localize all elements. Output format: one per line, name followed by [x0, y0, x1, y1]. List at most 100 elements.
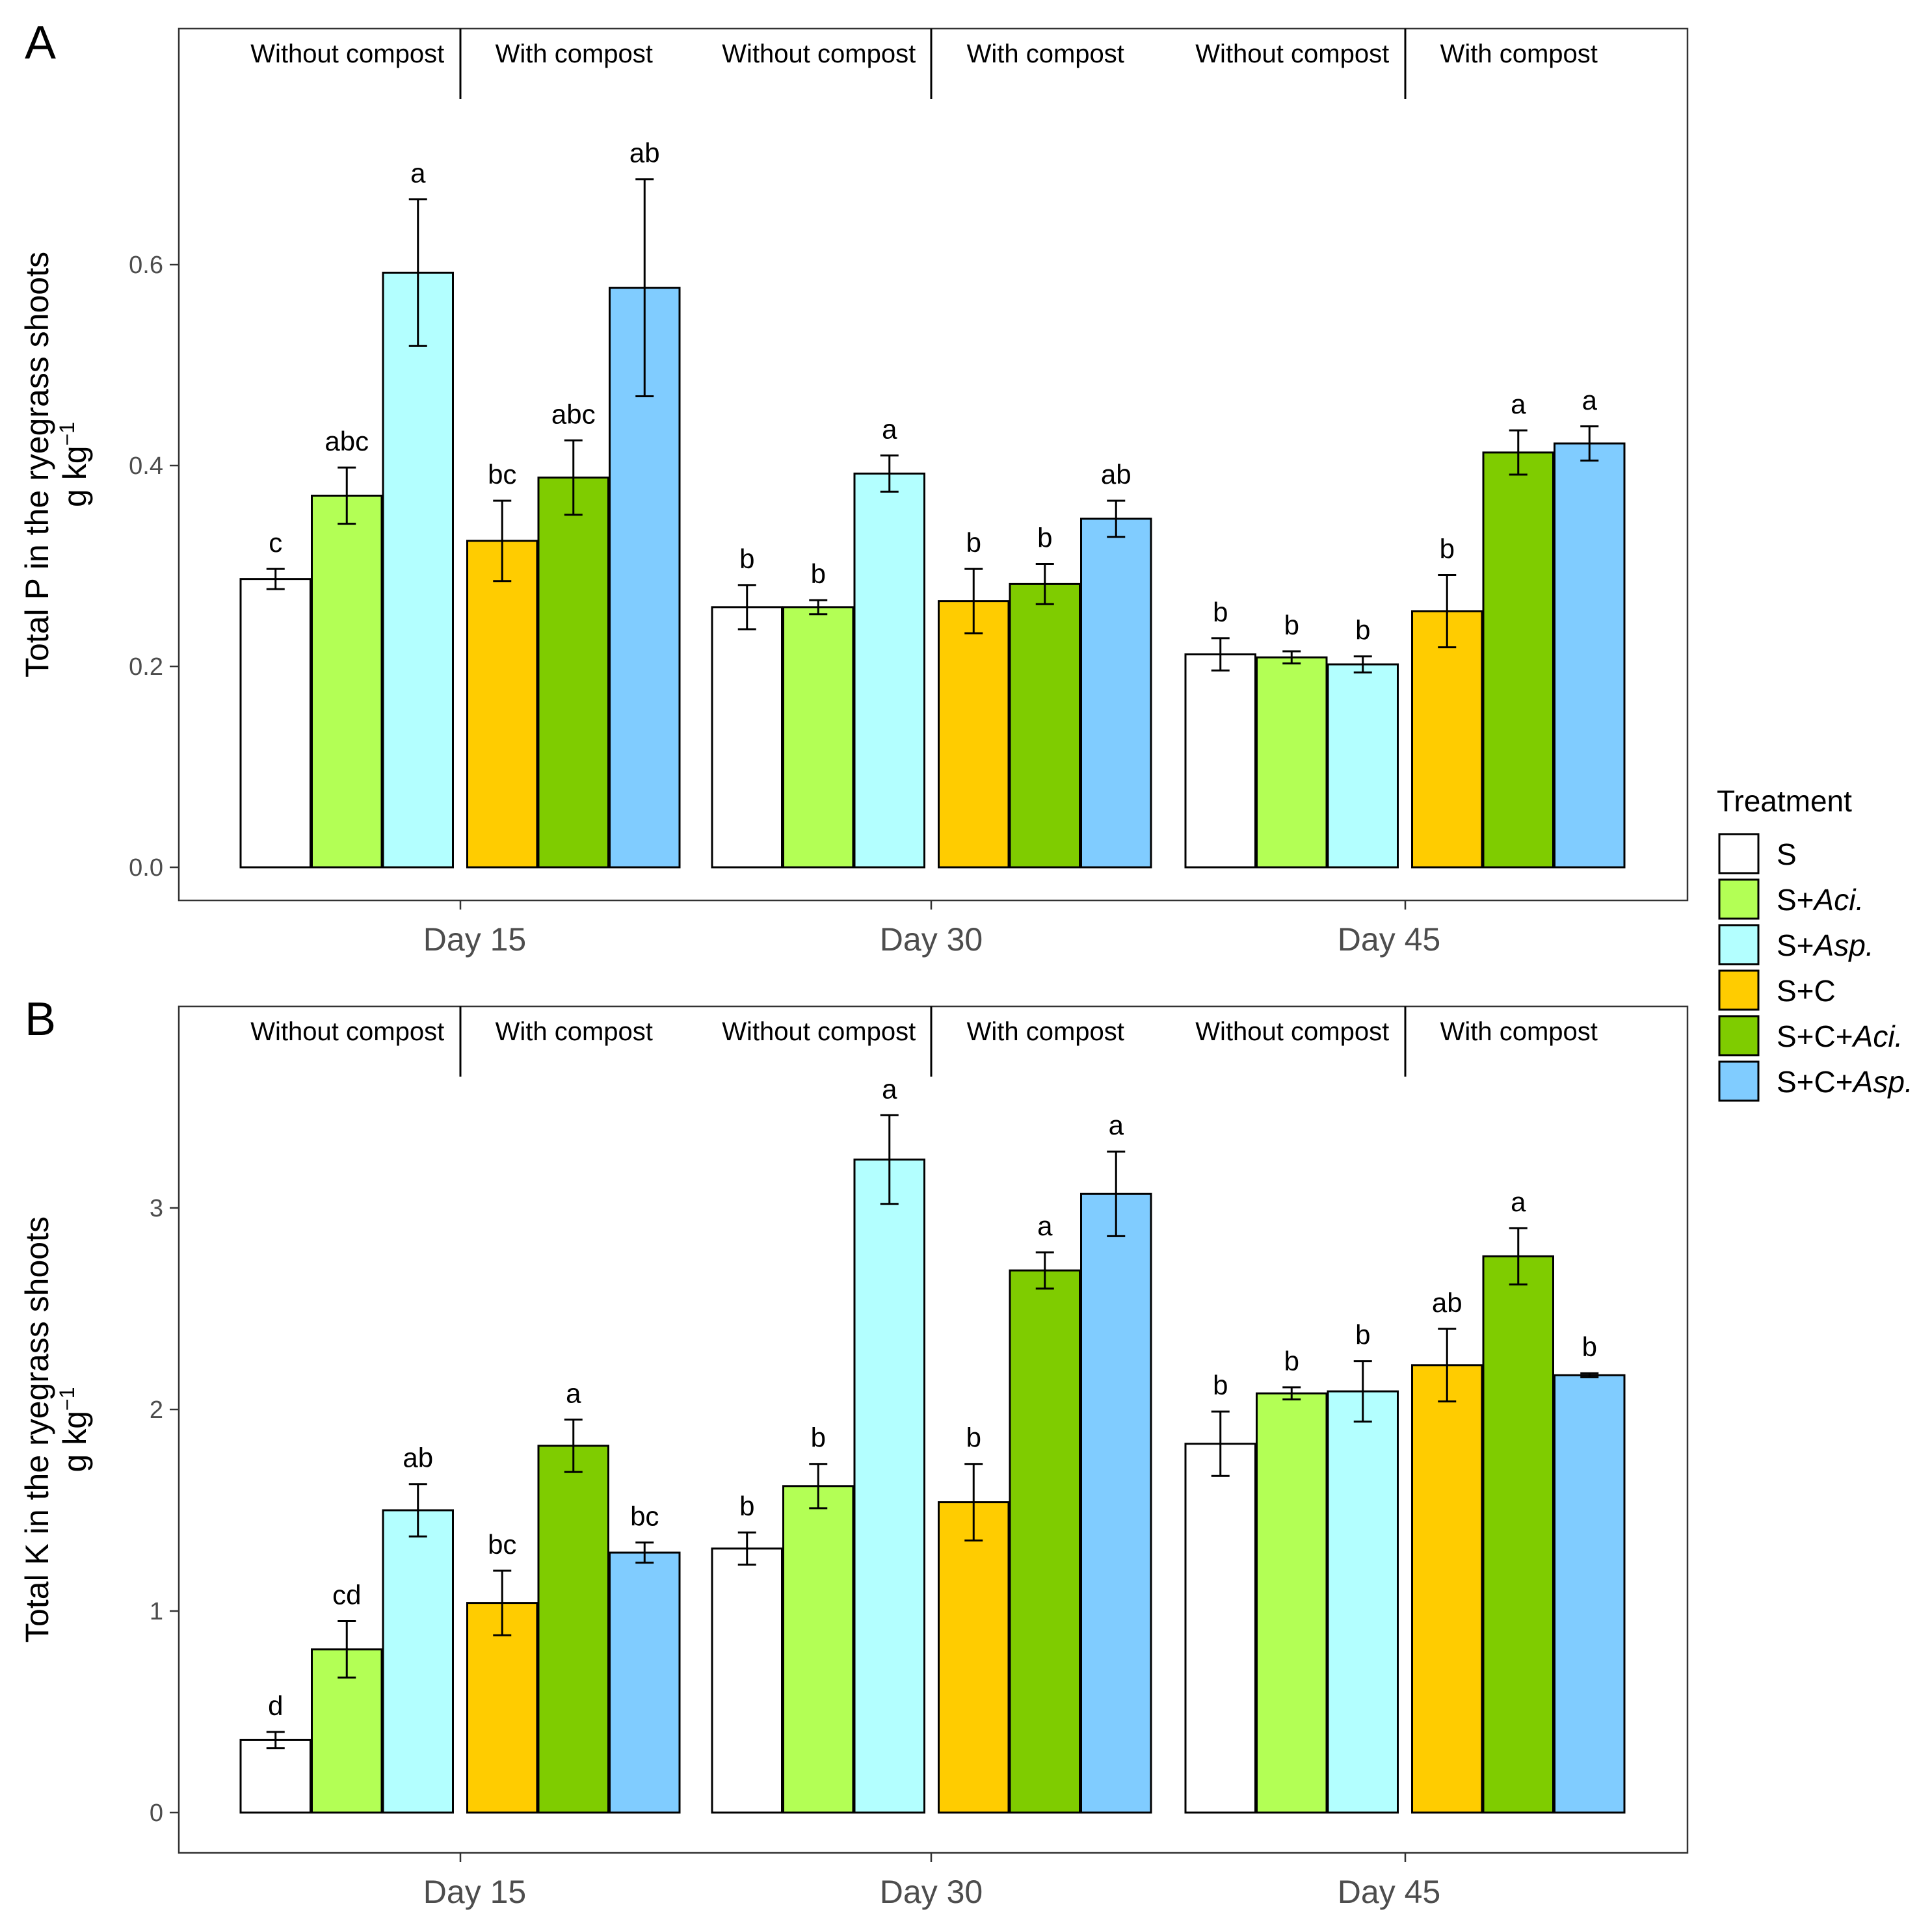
- x-tick-label: Day 15: [423, 921, 526, 958]
- bar: [239, 1738, 311, 1814]
- panel-letter: A: [25, 17, 56, 69]
- legend-label-prefix: S: [1777, 837, 1797, 871]
- significance-letter: ab: [629, 138, 660, 168]
- significance-letter: b: [966, 1422, 981, 1453]
- bar: [782, 1485, 854, 1814]
- significance-letter: b: [966, 527, 981, 558]
- legend-label: S: [1777, 837, 1797, 871]
- bar: [853, 472, 925, 869]
- y-axis-title-line1: Total P in the ryegrass shoots: [19, 252, 55, 677]
- x-tick-label: Day 15: [423, 1874, 526, 1910]
- legend-label-prefix: S+C: [1777, 974, 1836, 1008]
- significance-letter: cd: [332, 1580, 361, 1610]
- bar: [382, 1509, 454, 1814]
- y-axis-title-line2: g kg: [57, 1411, 93, 1473]
- bar: [1554, 442, 1626, 869]
- group-label-with-compost: With compost: [1440, 40, 1598, 68]
- bar: [1411, 1364, 1483, 1814]
- bar: [537, 1445, 609, 1814]
- legend-label-prefix: S+: [1777, 928, 1814, 962]
- significance-letter: b: [811, 1422, 826, 1453]
- significance-letter: d: [268, 1690, 283, 1721]
- legend-swatch: [1718, 1060, 1760, 1102]
- bar: [1256, 1392, 1328, 1814]
- significance-letter: ab: [403, 1443, 433, 1473]
- x-tick-label: Day 45: [1338, 1874, 1440, 1910]
- x-tick-label: Day 30: [880, 1874, 983, 1910]
- y-axis-title-superscript: −1: [55, 422, 79, 445]
- significance-letter: ab: [1101, 459, 1131, 490]
- legend-label-prefix: S+C+: [1777, 1065, 1853, 1099]
- significance-letter: bc: [630, 1501, 659, 1532]
- bar: [853, 1159, 925, 1814]
- bar: [239, 578, 311, 869]
- significance-letter: abc: [551, 399, 596, 429]
- legend-swatch: [1718, 969, 1760, 1011]
- bar: [1080, 1192, 1152, 1814]
- bar: [1184, 653, 1256, 869]
- bar: [938, 1501, 1010, 1814]
- bar: [711, 1547, 783, 1814]
- bar: [1256, 656, 1328, 869]
- legend-label-italic: Aci.: [1851, 1019, 1903, 1053]
- x-tick-label: Day 45: [1338, 921, 1440, 958]
- significance-letter: ab: [1432, 1287, 1462, 1318]
- significance-letter: a: [410, 158, 426, 189]
- legend-title: Treatment: [1717, 784, 1852, 818]
- significance-letter: a: [1109, 1110, 1124, 1140]
- bar: [1327, 663, 1399, 869]
- significance-letter: c: [269, 527, 282, 558]
- bar: [311, 494, 383, 869]
- group-label-without-compost: Without compost: [1195, 1017, 1389, 1046]
- y-tick-label: 0: [150, 1800, 163, 1827]
- panel-B: B 0 1 2 3 Total K in the ryegrass shootsg kg−…: [19, 993, 1689, 1910]
- significance-letter: b: [739, 1491, 754, 1521]
- legend-label-prefix: S+: [1777, 883, 1814, 917]
- y-tick-label: 0.6: [129, 252, 163, 279]
- y-axis-title: Total K in the ryegrass shootsg kg−1: [19, 1216, 93, 1643]
- significance-letter: abc: [324, 426, 369, 456]
- panel-A: A 0.0 0.2 0.4 0.6 Total P in the ryegrass sho…: [19, 17, 1689, 958]
- legend: TreatmentSS+Aci.S+Asp.S+CS+C+Aci.S+C+Asp…: [1717, 784, 1913, 1102]
- group-label-without-compost: Without compost: [250, 1017, 444, 1046]
- y-tick-label: 2: [150, 1396, 163, 1424]
- y-tick-label: 3: [150, 1195, 163, 1222]
- bar: [1482, 451, 1554, 869]
- panel-frame: [178, 27, 1689, 902]
- bar: [938, 600, 1010, 869]
- significance-letter: b: [1213, 1370, 1228, 1400]
- y-axis-title: Total P in the ryegrass shootsg kg−1: [19, 252, 93, 677]
- group-label-with-compost: With compost: [1440, 1017, 1598, 1046]
- significance-letter: b: [1582, 1331, 1597, 1362]
- legend-label: S+Asp.: [1777, 928, 1874, 962]
- significance-letter: b: [1355, 1320, 1370, 1350]
- significance-letter: a: [882, 1073, 897, 1104]
- bar: [1184, 1443, 1256, 1814]
- group-label-without-compost: Without compost: [722, 40, 916, 68]
- legend-label-italic: Asp.: [1812, 928, 1874, 962]
- group-label-without-compost: Without compost: [1195, 40, 1389, 68]
- bar: [782, 606, 854, 869]
- legend-label-italic: Asp.: [1851, 1065, 1913, 1099]
- bar: [1327, 1390, 1399, 1814]
- significance-letter: bc: [488, 1529, 516, 1560]
- legend-swatch: [1718, 924, 1760, 965]
- legend-label: S+C+Aci.: [1777, 1019, 1903, 1053]
- group-label-with-compost: With compost: [496, 1017, 653, 1046]
- group-label-with-compost: With compost: [967, 1017, 1124, 1046]
- bar: [711, 606, 783, 869]
- group-label-with-compost: With compost: [496, 40, 653, 68]
- bar: [1080, 518, 1152, 869]
- significance-letter: bc: [488, 459, 516, 490]
- legend-swatch: [1718, 878, 1760, 920]
- y-axis-title-line1: Total K in the ryegrass shoots: [19, 1216, 55, 1643]
- bar: [1009, 1269, 1081, 1814]
- legend-label: S+C: [1777, 974, 1836, 1008]
- legend-swatch: [1718, 833, 1760, 874]
- significance-letter: a: [882, 414, 897, 445]
- significance-letter: a: [566, 1378, 581, 1409]
- bar: [1554, 1374, 1626, 1814]
- significance-letter: b: [739, 544, 754, 574]
- significance-letter: b: [1355, 615, 1370, 646]
